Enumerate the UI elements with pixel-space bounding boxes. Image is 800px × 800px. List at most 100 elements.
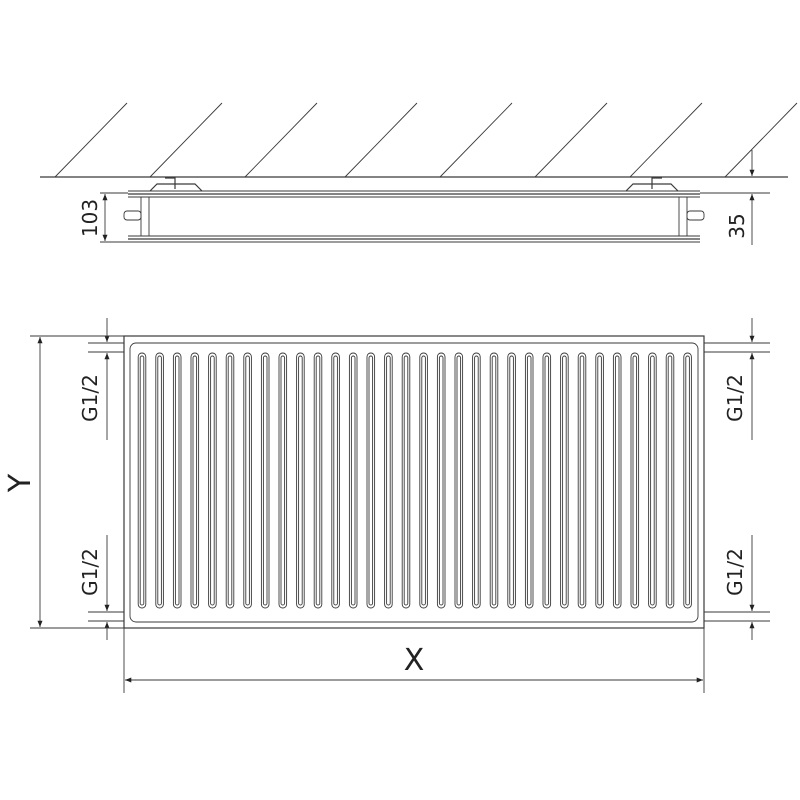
side-pipe-right: [686, 210, 705, 221]
panel-inner: [129, 342, 699, 623]
fin: [454, 352, 464, 609]
fin: [278, 352, 288, 609]
fin: [472, 352, 481, 609]
fin: [260, 352, 270, 609]
fin: [155, 352, 164, 609]
fin: [350, 355, 356, 606]
wall-bracket-right: [625, 177, 679, 192]
fin: [419, 352, 428, 609]
fin: [542, 352, 552, 609]
height-label: Y: [3, 473, 38, 493]
fin: [526, 355, 532, 606]
wall-hatch: [54, 102, 128, 178]
height-dimension: Y: [3, 335, 124, 629]
wall-distance-dimension: 35: [700, 150, 770, 245]
wall-hatch: [244, 102, 318, 178]
fin: [192, 355, 198, 606]
fin: [298, 355, 303, 606]
depth-label: 103: [78, 199, 102, 237]
fin: [208, 352, 217, 609]
fin: [368, 355, 374, 606]
fin: [313, 352, 323, 609]
wall-hatch: [439, 102, 513, 178]
fin: [243, 352, 252, 609]
wall-bracket-left: [149, 177, 203, 192]
wall-hatch: [149, 102, 223, 178]
fin: [595, 352, 604, 609]
fin: [665, 352, 675, 609]
fin: [225, 352, 235, 609]
fin: [562, 355, 567, 606]
fin: [683, 352, 692, 609]
fin: [579, 355, 585, 606]
pipe-right-top: [704, 342, 770, 353]
fin: [386, 355, 391, 606]
fin: [401, 352, 411, 609]
fin: [650, 355, 655, 606]
fin: [421, 355, 426, 606]
fin: [210, 355, 215, 606]
width-dimension: X: [123, 628, 705, 693]
wall: [40, 102, 798, 178]
connection-left-bottom-label: G1/2: [78, 548, 102, 596]
wall-hatch: [724, 102, 798, 178]
connection-dimensions: G1/2 G1/2 G1/2 G1/2: [78, 318, 755, 640]
fin: [612, 352, 622, 609]
pipe-right-bottom: [704, 611, 770, 622]
fin: [403, 355, 409, 606]
fin: [509, 355, 514, 606]
fin: [577, 352, 587, 609]
connection-right-bottom-label: G1/2: [723, 548, 747, 596]
fin: [331, 352, 340, 609]
fin: [245, 355, 250, 606]
fin: [333, 355, 338, 606]
depth-dimension: 103: [78, 192, 128, 243]
fin: [190, 352, 200, 609]
fin: [524, 352, 534, 609]
fin: [648, 352, 657, 609]
connection-right-top-label: G1/2: [723, 374, 747, 422]
fin: [544, 355, 550, 606]
front-view-radiator: [88, 335, 770, 629]
fin: [560, 352, 569, 609]
fin: [157, 355, 162, 606]
side-view-radiator: [123, 177, 705, 243]
fin: [139, 355, 145, 606]
connection-left-top-label: G1/2: [78, 374, 102, 422]
fin: [172, 352, 182, 609]
panel-outline: [123, 335, 705, 629]
wall-hatch: [629, 102, 703, 178]
fin: [630, 352, 640, 609]
fin: [474, 355, 479, 606]
fin: [296, 352, 305, 609]
fin: [262, 355, 268, 606]
side-pipe-left: [123, 210, 142, 221]
fin: [315, 355, 321, 606]
pipe-left-top: [88, 342, 124, 353]
fin: [614, 355, 620, 606]
fin: [137, 352, 147, 609]
fin: [174, 355, 180, 606]
fin: [436, 352, 446, 609]
fin: [348, 352, 358, 609]
fin: [438, 355, 444, 606]
fin: [384, 352, 393, 609]
fin: [507, 352, 516, 609]
width-label: X: [404, 643, 425, 678]
wall-hatch: [534, 102, 608, 178]
fin: [667, 355, 673, 606]
wall-hatch: [344, 102, 418, 178]
convector-fins: [137, 352, 692, 609]
fin: [489, 352, 499, 609]
fin: [280, 355, 286, 606]
wall-distance-label: 35: [725, 213, 749, 238]
fin: [632, 355, 638, 606]
fin: [491, 355, 497, 606]
fin: [227, 355, 233, 606]
fin: [366, 352, 376, 609]
fin: [597, 355, 602, 606]
pipe-left-bottom: [88, 611, 124, 622]
fin: [685, 355, 690, 606]
fin: [456, 355, 462, 606]
